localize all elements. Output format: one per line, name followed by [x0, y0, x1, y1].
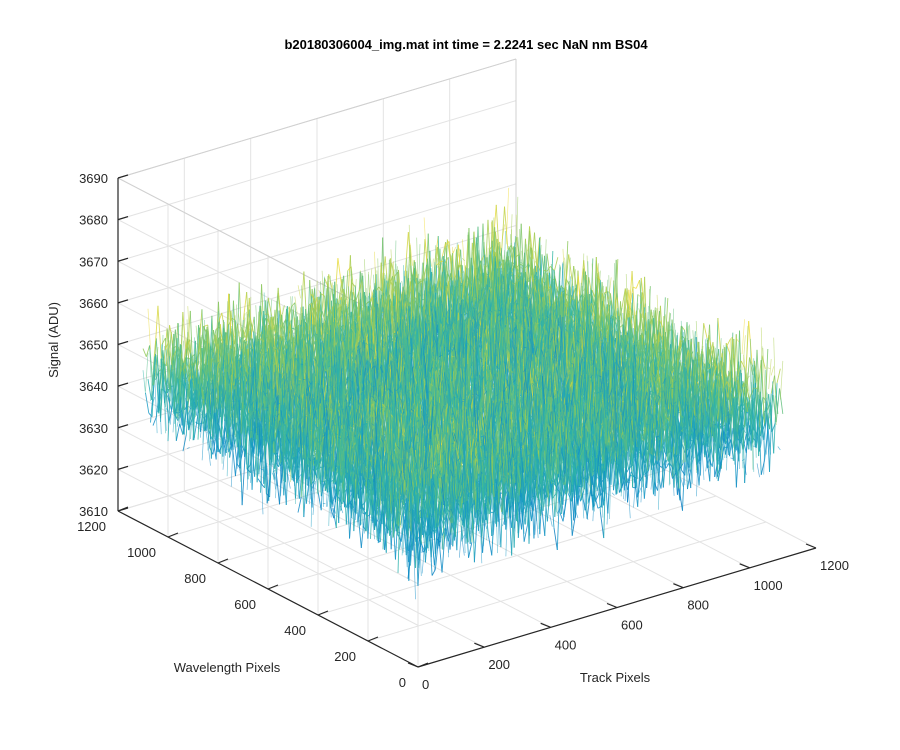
- surface-segment: [481, 254, 486, 262]
- surface-segment: [535, 237, 541, 273]
- surface-segment: [147, 379, 152, 400]
- surface-segment: [439, 260, 444, 263]
- surface-segment: [145, 345, 151, 357]
- surface-segment: [203, 368, 208, 414]
- surface-segment: [500, 206, 505, 258]
- surface-segment: [441, 241, 447, 257]
- surface-segment: [152, 416, 157, 426]
- surface-segment: [241, 449, 246, 506]
- surface: [142, 187, 784, 600]
- surface-segment: [300, 271, 305, 325]
- surface-segment: [215, 353, 220, 369]
- surface-segment: [445, 241, 450, 245]
- surface-segment: [175, 378, 180, 417]
- surface-segment: [346, 255, 351, 316]
- surface-segment: [308, 302, 313, 306]
- surface-segment: [232, 300, 238, 360]
- surface-segment: [173, 338, 178, 386]
- surface-segment: [180, 400, 185, 434]
- surface-segment: [172, 349, 177, 358]
- surface-segment: [422, 264, 428, 282]
- surface-segment: [182, 434, 187, 452]
- surface-segment: [142, 348, 147, 357]
- surface-segment: [337, 258, 342, 284]
- surface-segment: [204, 324, 208, 327]
- surface-segment: [355, 289, 360, 301]
- surface-segment: [145, 392, 150, 414]
- surface-segment: [554, 257, 559, 271]
- surface-segment: [292, 327, 296, 330]
- surface-segment: [237, 323, 242, 352]
- surface-segment: [212, 437, 217, 460]
- surface-segment: [404, 232, 409, 277]
- grid-line: [250, 470, 551, 628]
- surface-segment: [277, 292, 282, 320]
- surface-segment: [175, 423, 181, 441]
- surface-segment: [148, 412, 153, 417]
- surface-segment: [177, 371, 182, 405]
- surface-segment: [163, 328, 168, 364]
- surface-segment: [444, 257, 449, 264]
- surface-segment: [248, 297, 253, 350]
- surface-segment: [157, 305, 162, 359]
- surface-segment: [504, 206, 509, 250]
- surface-segment: [242, 291, 248, 320]
- box-edge: [117, 58, 517, 179]
- surface-segment: [155, 389, 161, 418]
- surface-segment: [543, 269, 548, 272]
- grid-line: [184, 490, 485, 648]
